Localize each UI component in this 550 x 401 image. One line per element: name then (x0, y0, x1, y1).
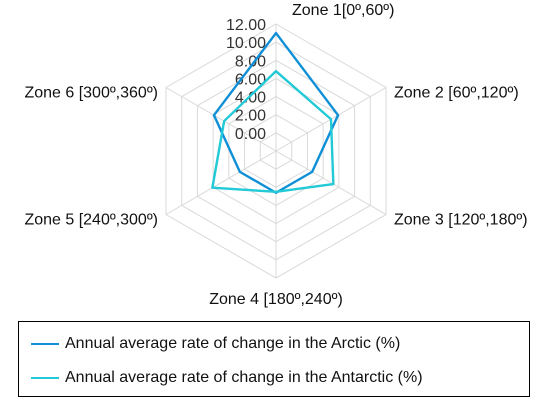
tick-label: 10.00 (226, 35, 266, 52)
legend-swatch-arctic (31, 343, 59, 345)
legend-swatch-antarctic (31, 377, 59, 379)
legend-item-arctic: Annual average rate of change in the Arc… (31, 334, 400, 354)
category-label: Zone 5 [240º,300º) (24, 212, 158, 229)
radar-grid (165, 23, 387, 279)
grid-spoke (165, 150, 277, 215)
category-label: Zone 6 [300º,360º) (24, 85, 158, 102)
category-label: Zone 1[0º,60º) (292, 2, 394, 19)
series-group (211, 31, 340, 194)
category-label: Zone 2 [60º,120º) (394, 85, 519, 102)
category-labels: Zone 1[0º,60º) Zone 2 [60º,120º) Zone 3 [1… (24, 2, 527, 308)
tick-label: 12.00 (226, 17, 266, 34)
legend-item-antarctic: Annual average rate of change in the Ant… (31, 368, 423, 388)
tick-label: 2.00 (235, 108, 266, 125)
grid-spoke (275, 150, 387, 215)
series-line-antarctic (211, 69, 335, 194)
legend-label-arctic: Annual average rate of change in the Arc… (65, 335, 401, 352)
legend-label-antarctic: Annual average rate of change in the Ant… (65, 369, 423, 386)
grid-spoke (165, 87, 277, 152)
category-label: Zone 3 [120º,180º) (394, 212, 528, 229)
legend: Annual average rate of change in the Arc… (18, 321, 530, 397)
tick-label: 4.00 (235, 90, 266, 107)
tick-label: 0.00 (235, 126, 266, 143)
category-label: Zone 4 [180º,240º) (209, 291, 343, 308)
